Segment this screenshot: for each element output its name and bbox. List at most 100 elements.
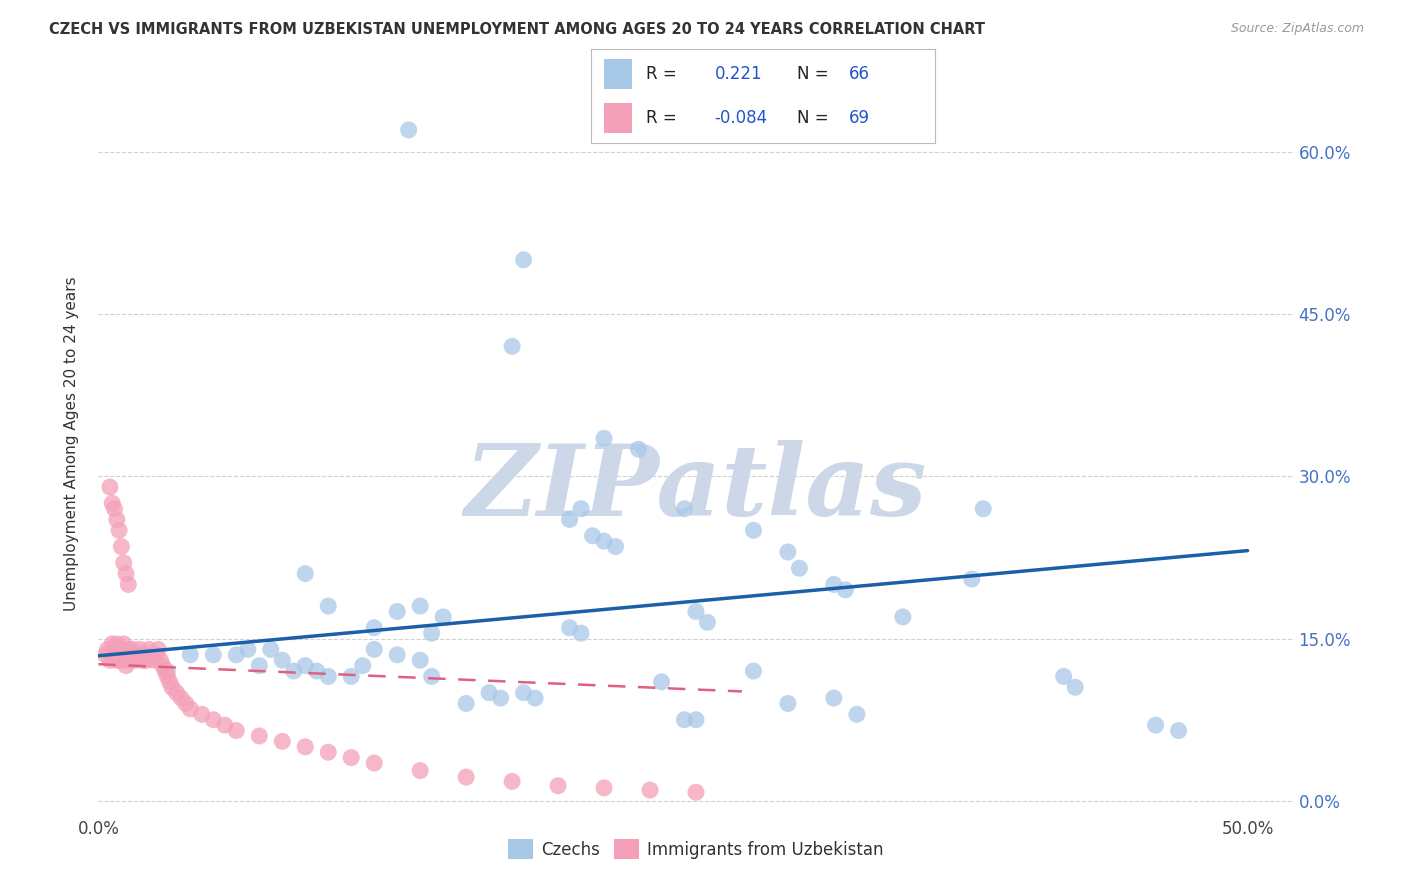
- Text: 66: 66: [849, 65, 870, 83]
- Point: [605, 540, 627, 554]
- Point: [385, 648, 409, 662]
- Point: [179, 702, 201, 716]
- Point: [120, 653, 142, 667]
- FancyBboxPatch shape: [605, 103, 631, 134]
- Point: [108, 653, 131, 667]
- Point: [115, 566, 138, 581]
- Point: [115, 658, 138, 673]
- Point: [112, 653, 135, 667]
- Point: [558, 512, 581, 526]
- Point: [156, 669, 179, 683]
- Point: [638, 783, 661, 797]
- Point: [179, 648, 201, 662]
- Point: [103, 648, 125, 662]
- Legend: Czechs, Immigrants from Uzbekistan: Czechs, Immigrants from Uzbekistan: [502, 832, 890, 866]
- Point: [581, 529, 603, 543]
- Point: [696, 615, 718, 630]
- Text: -0.084: -0.084: [714, 110, 768, 128]
- Point: [593, 431, 616, 445]
- Point: [845, 707, 868, 722]
- Point: [159, 674, 181, 689]
- Point: [117, 577, 139, 591]
- Point: [105, 512, 128, 526]
- Point: [673, 713, 696, 727]
- Point: [260, 642, 283, 657]
- Point: [236, 642, 259, 657]
- Point: [97, 642, 120, 657]
- Point: [122, 648, 145, 662]
- Point: [823, 691, 845, 706]
- Point: [98, 480, 121, 494]
- Point: [685, 713, 707, 727]
- Text: Source: ZipAtlas.com: Source: ZipAtlas.com: [1230, 22, 1364, 36]
- Point: [156, 664, 179, 678]
- Point: [547, 779, 569, 793]
- Point: [512, 686, 534, 700]
- Point: [110, 540, 132, 554]
- Point: [558, 621, 581, 635]
- Point: [685, 785, 707, 799]
- Point: [776, 545, 799, 559]
- Point: [152, 658, 174, 673]
- Point: [742, 524, 765, 538]
- Point: [103, 501, 125, 516]
- Point: [94, 648, 117, 662]
- Point: [776, 697, 799, 711]
- Text: R =: R =: [645, 65, 676, 83]
- Point: [593, 534, 616, 549]
- Text: 69: 69: [849, 110, 870, 128]
- Point: [142, 653, 165, 667]
- Point: [115, 648, 138, 662]
- Point: [153, 664, 176, 678]
- Text: 0.221: 0.221: [714, 65, 762, 83]
- Text: ZIPatlas: ZIPatlas: [465, 440, 927, 536]
- Point: [141, 648, 163, 662]
- Point: [294, 658, 316, 673]
- Point: [101, 496, 124, 510]
- Point: [456, 697, 478, 711]
- Point: [214, 718, 236, 732]
- Point: [569, 501, 592, 516]
- Point: [569, 626, 592, 640]
- Point: [340, 750, 363, 764]
- Point: [363, 642, 385, 657]
- Point: [398, 123, 420, 137]
- Point: [112, 637, 135, 651]
- Point: [98, 653, 121, 667]
- Point: [101, 637, 124, 651]
- Point: [593, 780, 616, 795]
- Point: [105, 637, 128, 651]
- Point: [108, 524, 131, 538]
- Point: [122, 648, 145, 662]
- Point: [128, 642, 150, 657]
- Point: [512, 252, 534, 267]
- Point: [135, 653, 157, 667]
- Point: [960, 572, 983, 586]
- Point: [340, 669, 363, 683]
- Point: [134, 648, 156, 662]
- Point: [834, 582, 856, 597]
- Point: [742, 664, 765, 678]
- Point: [148, 642, 170, 657]
- Point: [271, 734, 294, 748]
- Point: [138, 642, 160, 657]
- Point: [432, 610, 454, 624]
- Point: [122, 642, 145, 657]
- Point: [124, 653, 146, 667]
- Point: [627, 442, 650, 457]
- Point: [1053, 669, 1076, 683]
- Point: [134, 653, 156, 667]
- Point: [305, 664, 328, 678]
- Point: [117, 642, 139, 657]
- Point: [283, 664, 305, 678]
- Point: [501, 774, 523, 789]
- Point: [294, 566, 316, 581]
- Point: [316, 745, 339, 759]
- Point: [191, 707, 214, 722]
- Point: [131, 653, 153, 667]
- Point: [409, 764, 432, 778]
- Text: R =: R =: [645, 110, 676, 128]
- Point: [160, 680, 183, 694]
- Text: CZECH VS IMMIGRANTS FROM UZBEKISTAN UNEMPLOYMENT AMONG AGES 20 TO 24 YEARS CORRE: CZECH VS IMMIGRANTS FROM UZBEKISTAN UNEM…: [49, 22, 986, 37]
- Point: [225, 723, 247, 738]
